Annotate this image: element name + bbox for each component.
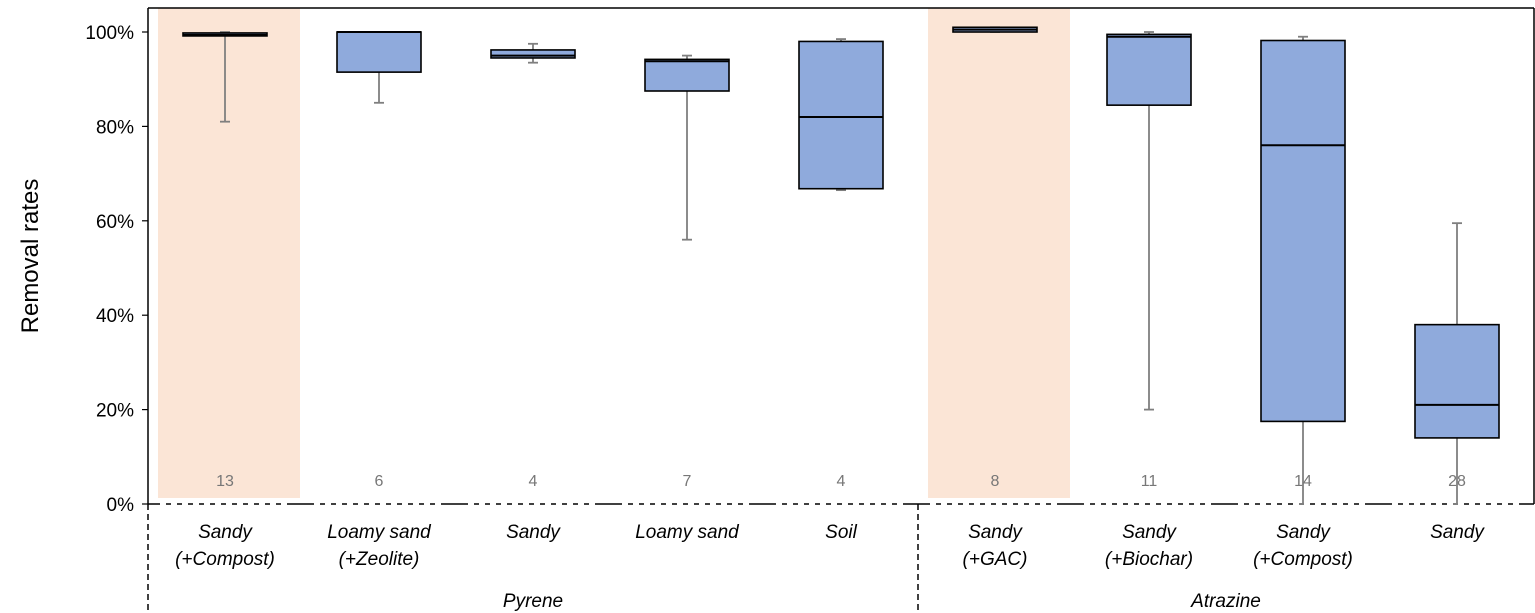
category-label-1-1: (+Zeolite) (339, 549, 420, 570)
sample-size-label-3: 7 (683, 473, 692, 490)
category-label-6-0: Sandy (1122, 522, 1177, 543)
category-label-0-0: Sandy (198, 522, 253, 543)
box-1 (336, 31, 422, 73)
box-6 (1106, 33, 1192, 106)
box-8 (1414, 323, 1500, 439)
boxes (182, 26, 1500, 439)
box-2 (490, 49, 576, 59)
x-axis: Sandy (+Compost) Loamy sand (+Zeolite) Sandy… (147, 503, 1522, 613)
category-label-7-1: (+Compost) (1253, 549, 1353, 570)
highlight-bands (158, 8, 1070, 498)
y-tick-label-3: 60% (96, 212, 134, 233)
sample-size-label-0: 13 (216, 473, 234, 490)
y-tick-label-5: 100% (85, 23, 134, 44)
box-7 (1260, 39, 1346, 423)
sample-size-label-5: 8 (991, 473, 1000, 490)
sample-size-label-6: 11 (1141, 473, 1158, 490)
group-label-1: Atrazine (1190, 591, 1261, 612)
highlight-band-5 (928, 8, 1070, 498)
sample-size-label-1: 6 (375, 473, 384, 490)
y-axis-label: Removal rates (17, 179, 44, 334)
category-label-3-0: Loamy sand (635, 522, 740, 543)
y-axis: 0% 20% 40% 60% 80% 100% (85, 23, 148, 516)
box-4 (798, 40, 884, 190)
box-3 (644, 58, 730, 92)
y-tick-label-4: 80% (96, 117, 134, 138)
group-label-0: Pyrene (503, 591, 563, 612)
y-tick-label-2: 40% (96, 306, 134, 327)
highlight-band-0 (158, 8, 300, 498)
category-label-5-1: (+GAC) (963, 549, 1028, 570)
category-label-7-0: Sandy (1276, 522, 1331, 543)
category-label-0-1: (+Compost) (175, 549, 275, 570)
category-label-5-0: Sandy (968, 522, 1023, 543)
category-label-8-0: Sandy (1430, 522, 1485, 543)
category-label-2-0: Sandy (506, 522, 561, 543)
sample-size-labels: 13 6 4 7 4 8 11 14 28 (216, 473, 1466, 490)
sample-size-label-2: 4 (529, 473, 538, 490)
y-tick-label-0: 0% (107, 495, 135, 516)
sample-size-label-4: 4 (837, 473, 846, 490)
category-label-4-0: Soil (825, 522, 857, 543)
y-tick-label-1: 20% (96, 401, 134, 422)
category-label-6-1: (+Biochar) (1105, 549, 1193, 570)
sample-size-label-8: 28 (1448, 473, 1466, 490)
sample-size-label-7: 14 (1294, 473, 1312, 490)
category-label-1-0: Loamy sand (327, 522, 432, 543)
